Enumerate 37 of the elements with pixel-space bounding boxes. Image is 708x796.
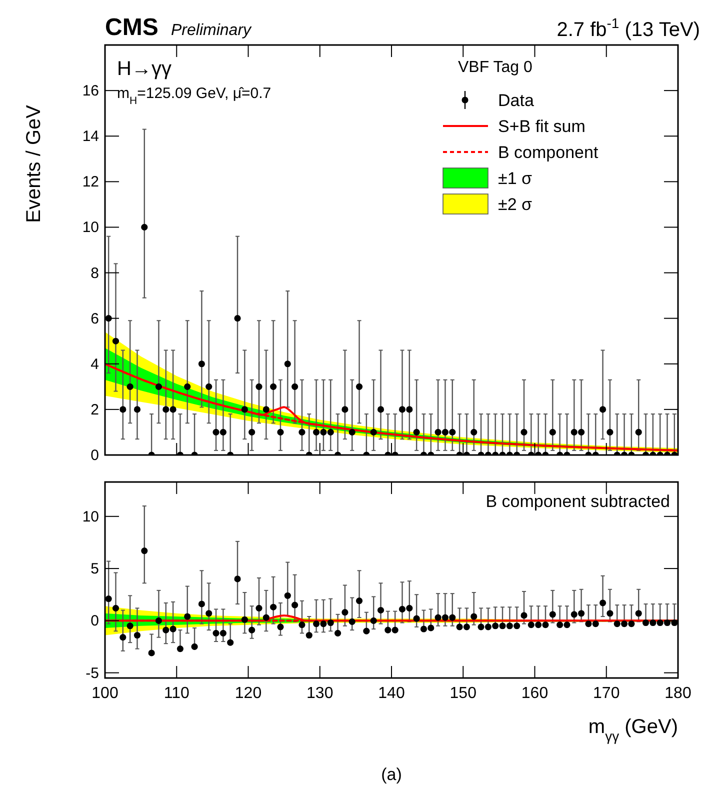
x-axis-title: m$_{γγ}$ (GeV) [588,716,678,744]
annotation: B component subtracted [486,492,670,511]
annotation: H→γγ [117,58,172,80]
legend-label: ±1 σ [498,169,533,188]
text: 2.7 fb$^{-1}$ (13 TeV) [556,15,700,41]
y-tick-label: 16 [82,82,99,100]
legend-title: VBF Tag 0 [458,59,533,76]
legend-label: Data [498,91,534,110]
chart-subtitle: Preliminary [171,22,252,39]
legend-label: B component [498,143,598,162]
y-tick-label: 6 [90,310,99,328]
x-tick-label: 170 [593,685,620,702]
y-axis-title: Events / GeV [23,104,45,223]
x-tick-label: 120 [234,685,262,702]
x-tick-label: 100 [92,685,118,702]
y-tick-label: 4 [90,356,99,373]
x-tick-label: 180 [664,685,692,702]
x-tick-label: 150 [450,685,477,702]
y-tick-label: 2 [90,401,99,418]
y-tick-label: 12 [82,174,99,191]
legend-label: ±2 σ [498,195,533,214]
annotation: m$_{H}$=125.09 GeV, μ̂=0.7 [117,85,272,107]
y-tick-label: 8 [90,264,99,282]
y-tick-label: 10 [82,219,99,236]
y-tick-label: 10 [82,508,99,526]
x-tick-label: 140 [378,685,405,702]
legend-label: S+B fit sum [498,117,586,136]
text: (a) [381,765,402,784]
x-tick-label: 110 [164,685,190,702]
y-tick-label: 0 [90,612,99,630]
x-tick-label: 130 [306,685,334,702]
y-tick-label: 14 [82,128,99,146]
y-tick-label: 0 [90,447,99,464]
x-tick-label: 160 [521,685,548,702]
y-tick-label: 5 [90,560,99,578]
chart-title: CMS [105,14,158,41]
y-tick-label: -5 [86,664,99,682]
